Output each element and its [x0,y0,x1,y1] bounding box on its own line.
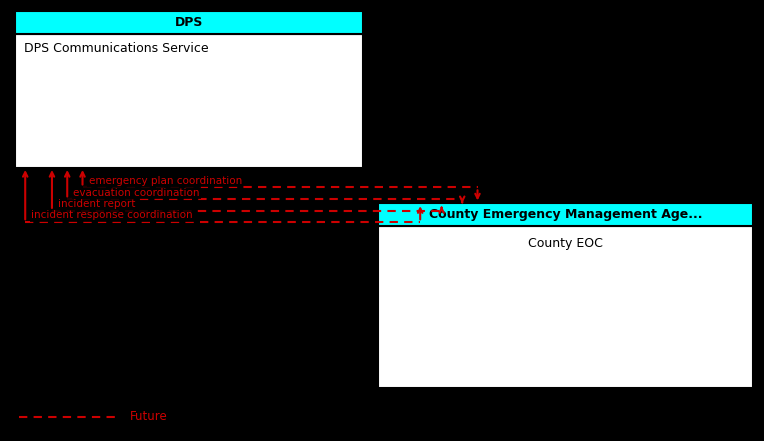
Text: County EOC: County EOC [528,237,603,250]
Text: evacuation coordination: evacuation coordination [73,187,200,198]
Text: County Emergency Management Age...: County Emergency Management Age... [429,208,702,221]
Text: DPS Communications Service: DPS Communications Service [24,42,209,55]
Text: incident report: incident report [58,199,135,209]
Bar [378,226,753,388]
Text: incident response coordination: incident response coordination [31,210,193,220]
Text: DPS: DPS [175,16,203,29]
Text: Future: Future [130,410,167,423]
Text: emergency plan coordination: emergency plan coordination [89,176,242,186]
Bar [15,11,363,34]
Bar [378,203,753,226]
Bar [15,34,363,168]
